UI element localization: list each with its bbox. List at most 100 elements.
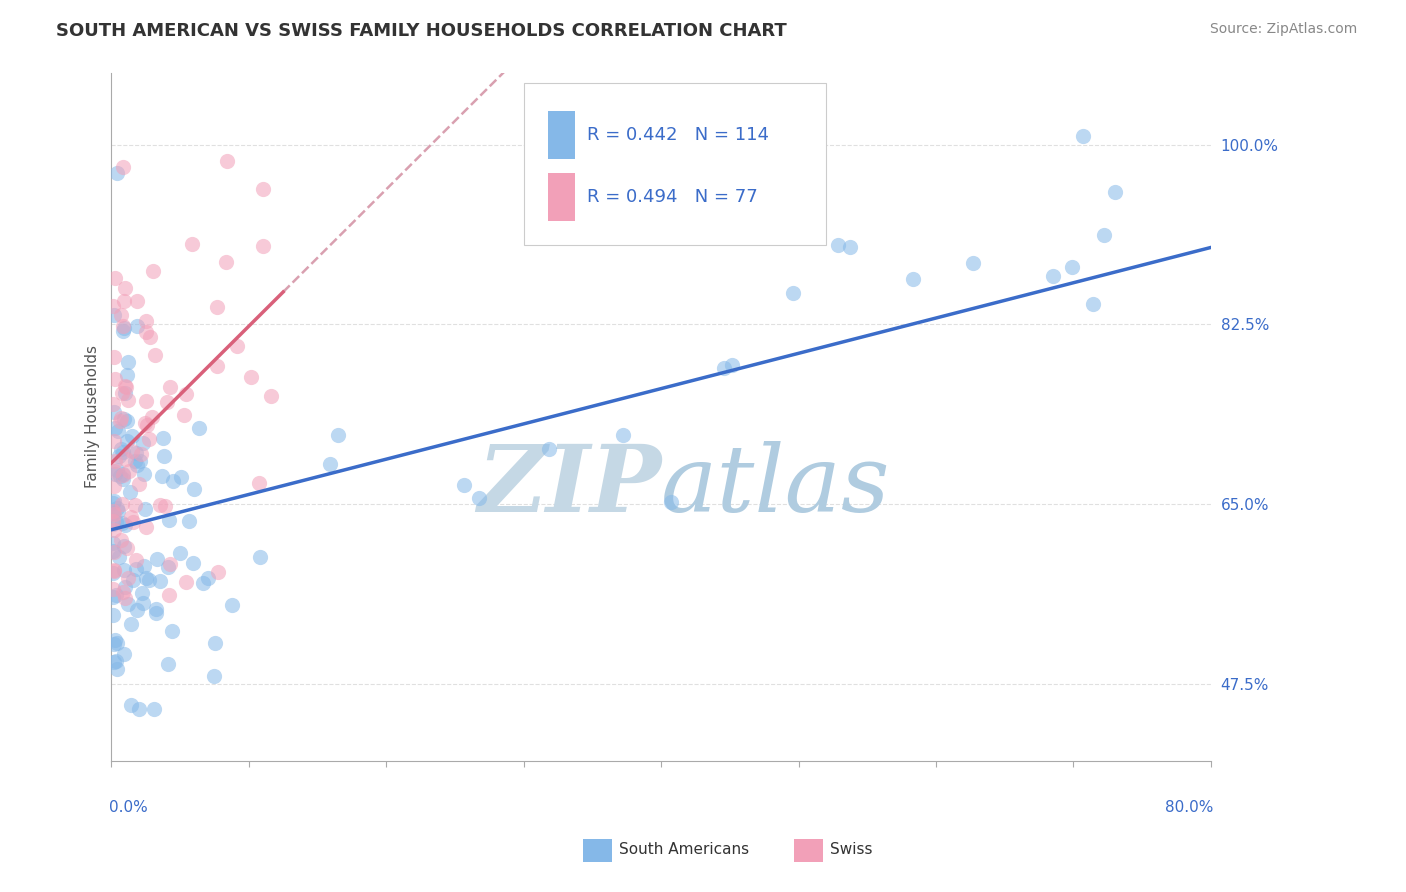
- Point: [135, 393, 157, 408]
- Point: [538, 442, 561, 457]
- Point: [103, 454, 125, 468]
- Point: [103, 397, 125, 411]
- Point: [247, 475, 270, 490]
- Point: [115, 541, 138, 555]
- Point: [135, 571, 157, 585]
- Point: [103, 564, 125, 578]
- Point: [157, 589, 180, 603]
- Point: [101, 566, 124, 581]
- Point: [114, 518, 136, 533]
- Point: [157, 560, 180, 574]
- Point: [782, 286, 804, 301]
- Point: [112, 161, 135, 175]
- Point: [162, 474, 184, 488]
- Point: [111, 497, 134, 511]
- Point: [713, 361, 735, 376]
- Point: [127, 294, 149, 309]
- Text: R = 0.494   N = 77: R = 0.494 N = 77: [588, 187, 758, 206]
- Point: [101, 590, 124, 604]
- Point: [903, 272, 925, 286]
- Point: [110, 442, 132, 456]
- Point: [1081, 297, 1104, 311]
- Point: [105, 636, 128, 650]
- Point: [114, 379, 136, 393]
- Point: [115, 380, 138, 394]
- Point: [103, 523, 125, 537]
- Point: [110, 411, 132, 425]
- Point: [838, 240, 860, 254]
- Point: [159, 557, 181, 571]
- Point: [169, 469, 191, 483]
- Point: [155, 499, 177, 513]
- Point: [260, 389, 283, 403]
- Point: [129, 447, 152, 461]
- Point: [135, 325, 157, 339]
- Point: [226, 339, 249, 353]
- Point: [1092, 227, 1115, 242]
- Point: [134, 416, 156, 430]
- Text: SOUTH AMERICAN VS SWISS FAMILY HOUSEHOLDS CORRELATION CHART: SOUTH AMERICAN VS SWISS FAMILY HOUSEHOLD…: [56, 22, 787, 40]
- Point: [1104, 185, 1126, 199]
- Point: [115, 434, 138, 448]
- Point: [183, 482, 205, 496]
- Point: [112, 472, 135, 486]
- Point: [149, 574, 172, 589]
- Text: Source: ZipAtlas.com: Source: ZipAtlas.com: [1209, 22, 1357, 37]
- Text: ZIP: ZIP: [477, 441, 661, 531]
- Point: [145, 606, 167, 620]
- Point: [125, 562, 148, 576]
- Point: [110, 533, 132, 548]
- Point: [111, 584, 134, 599]
- Bar: [548, 111, 575, 159]
- Point: [101, 582, 124, 597]
- Point: [135, 418, 157, 433]
- Point: [145, 552, 167, 566]
- Point: [181, 236, 204, 251]
- Point: [125, 446, 148, 460]
- Point: [962, 256, 984, 270]
- Point: [103, 351, 125, 365]
- Point: [131, 586, 153, 600]
- Point: [169, 546, 191, 560]
- Point: [326, 428, 349, 442]
- Point: [150, 468, 173, 483]
- Point: [138, 574, 160, 588]
- Point: [132, 435, 155, 450]
- Point: [215, 254, 238, 268]
- Point: [612, 428, 634, 442]
- Point: [202, 669, 225, 683]
- Point: [249, 550, 271, 565]
- Point: [124, 498, 146, 512]
- Point: [104, 588, 127, 602]
- Point: [181, 557, 204, 571]
- Point: [125, 319, 148, 334]
- Point: [1042, 269, 1064, 284]
- Point: [197, 572, 219, 586]
- Point: [204, 636, 226, 650]
- Point: [121, 443, 143, 458]
- Point: [103, 507, 125, 521]
- Point: [104, 632, 127, 647]
- Point: [215, 153, 238, 168]
- Point: [205, 300, 228, 314]
- Point: [117, 597, 139, 611]
- Point: [114, 580, 136, 594]
- Point: [141, 410, 163, 425]
- Point: [107, 463, 129, 477]
- Point: [103, 545, 125, 559]
- Point: [111, 318, 134, 333]
- Point: [103, 506, 125, 520]
- Point: [453, 478, 475, 492]
- Point: [120, 617, 142, 632]
- Point: [252, 182, 274, 196]
- Point: [103, 479, 125, 493]
- Point: [108, 468, 131, 483]
- Bar: [548, 173, 575, 221]
- Point: [252, 239, 274, 253]
- Point: [149, 498, 172, 512]
- Point: [145, 602, 167, 616]
- Point: [108, 449, 131, 463]
- Point: [112, 563, 135, 577]
- Point: [157, 657, 180, 672]
- Point: [107, 504, 129, 518]
